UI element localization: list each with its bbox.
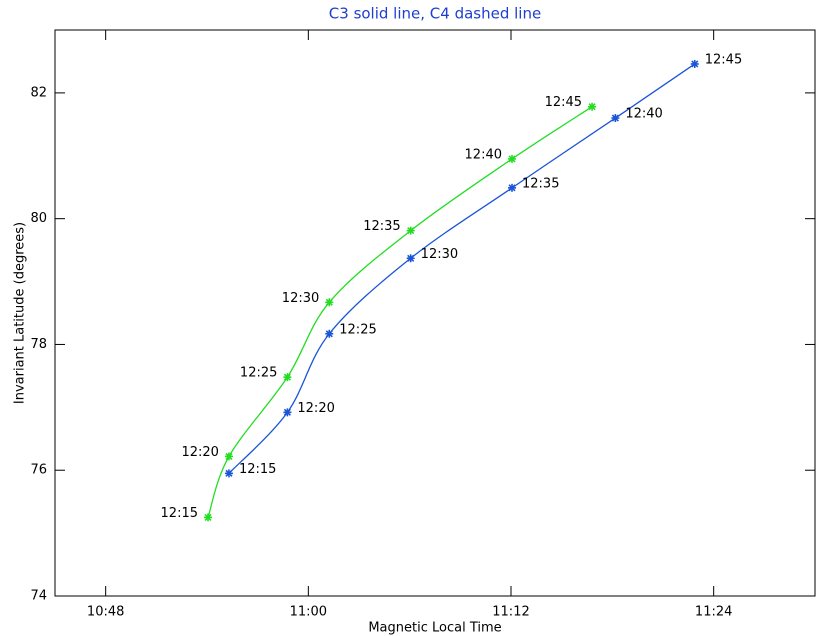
point-label: 12:25 — [240, 366, 277, 381]
point-marker — [690, 59, 699, 68]
point-label: 12:35 — [363, 219, 400, 234]
y-axis-label: Invariant Latitude (degrees) — [13, 222, 28, 404]
x-tick-label: 10:48 — [87, 605, 124, 620]
y-tick-label: 74 — [30, 589, 47, 604]
point-label: 12:45 — [705, 52, 742, 67]
point-label: 12:40 — [625, 107, 662, 122]
x-tick-label: 11:12 — [492, 605, 529, 620]
y-tick-label: 78 — [30, 337, 47, 352]
point-label: 12:20 — [181, 445, 218, 460]
point-label: 12:35 — [522, 176, 559, 191]
point-marker — [611, 114, 620, 123]
x-axis-label: Magnetic Local Time — [368, 621, 501, 636]
point-label: 12:15 — [239, 462, 276, 477]
point-marker — [406, 254, 415, 263]
x-tick-label: 11:24 — [695, 605, 732, 620]
point-marker — [224, 452, 233, 461]
point-label: 12:25 — [339, 322, 376, 337]
point-label: 12:15 — [161, 506, 198, 521]
point-marker — [508, 154, 517, 163]
plot-frame — [54, 29, 816, 597]
point-label: 12:40 — [465, 147, 502, 162]
point-marker — [406, 226, 415, 235]
point-marker — [283, 408, 292, 417]
point-label: 12:45 — [545, 95, 582, 110]
series-line — [207, 106, 593, 518]
point-marker — [204, 513, 213, 522]
point-marker — [508, 183, 517, 192]
chart-title: C3 solid line, C4 dashed line — [329, 5, 541, 23]
point-marker — [224, 469, 233, 478]
point-label: 12:30 — [421, 247, 458, 262]
point-label: 12:30 — [282, 291, 319, 306]
point-marker — [325, 298, 334, 307]
y-tick-label: 80 — [30, 211, 47, 226]
y-tick-label: 76 — [30, 463, 47, 478]
y-tick-label: 82 — [30, 85, 47, 100]
point-marker — [283, 373, 292, 382]
point-marker — [325, 329, 334, 338]
x-tick-label: 11:00 — [290, 605, 327, 620]
point-label: 12:20 — [297, 401, 334, 416]
point-marker — [588, 102, 597, 111]
